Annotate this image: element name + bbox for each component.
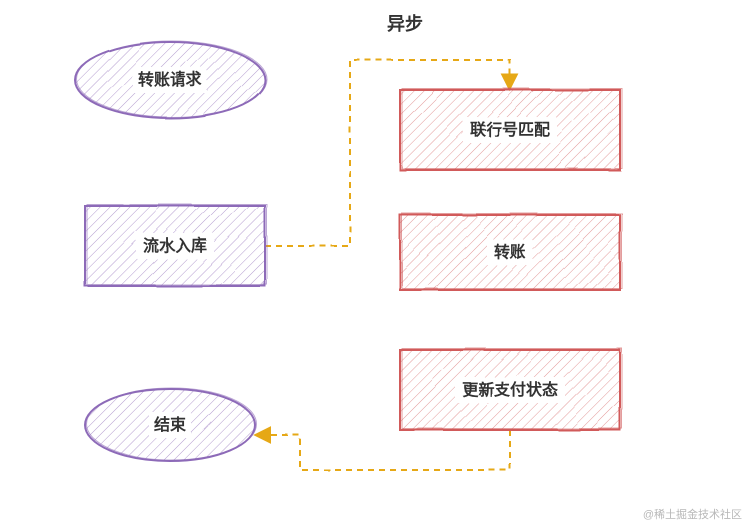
watermark: @稀土掘金技术社区 xyxy=(643,506,742,522)
flowchart-canvas: 转账请求流水入库结束 联行号匹配转账更新支付状态 异步 xyxy=(0,0,750,528)
n-match-label: 联行号匹配 xyxy=(470,120,550,139)
n-request: 转账请求 xyxy=(75,41,267,118)
n-transfer-label: 转账 xyxy=(494,243,526,262)
nodes-layer: 转账请求流水入库结束 联行号匹配转账更新支付状态 xyxy=(75,41,622,461)
n-end: 结束 xyxy=(85,388,257,461)
n-match: 联行号匹配 xyxy=(400,89,622,171)
n-store: 流水入库 xyxy=(85,205,267,287)
diagram-title: 异步 xyxy=(387,13,423,34)
edge-e6 xyxy=(255,430,510,470)
n-request-label: 转账请求 xyxy=(138,70,203,89)
n-store-label: 流水入库 xyxy=(143,236,207,255)
n-update-label: 更新支付状态 xyxy=(462,380,558,399)
n-transfer: 转账 xyxy=(400,214,622,291)
n-update: 更新支付状态 xyxy=(400,349,622,431)
n-end-label: 结束 xyxy=(153,415,187,434)
